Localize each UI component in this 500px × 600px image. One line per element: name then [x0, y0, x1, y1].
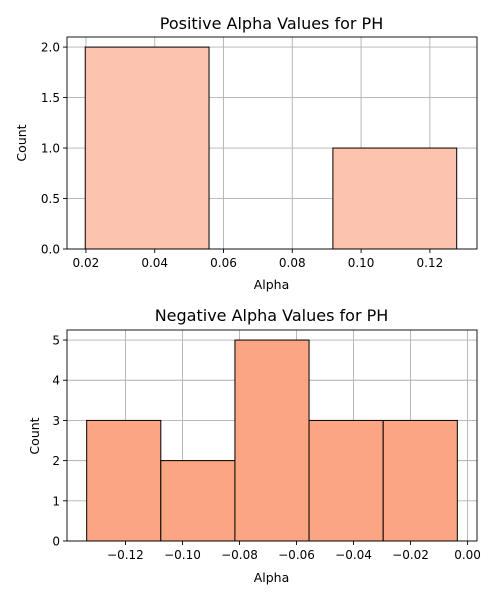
- plot-area-frame: [66, 36, 478, 250]
- x-tick-label: −0.12: [107, 548, 144, 562]
- histogram-bar: [234, 339, 310, 542]
- y-axis-label: Count: [27, 417, 42, 454]
- histogram-bar: [160, 460, 236, 542]
- y-tick-label: 1: [52, 494, 60, 508]
- positive-alpha-chart: Positive Alpha Values for PH 0.02 0.04 0.0…: [14, 14, 478, 292]
- x-tick-label: 0.12: [417, 256, 444, 270]
- histogram-bar: [308, 419, 384, 542]
- x-axis-label: Alpha: [254, 570, 290, 585]
- y-tick-label: 5: [52, 334, 60, 348]
- y-tick-label: 0: [52, 535, 60, 549]
- x-tick-label: −0.02: [392, 548, 429, 562]
- x-tick-label: −0.06: [278, 548, 315, 562]
- y-tick-label: 1.5: [41, 91, 60, 105]
- x-tick-label: 0.08: [279, 256, 306, 270]
- x-tick-label: 0.00: [454, 548, 481, 562]
- x-tick-label: 0.06: [210, 256, 237, 270]
- y-tick-label: 2: [52, 454, 60, 468]
- histogram-bar: [86, 419, 162, 542]
- histogram-bar: [382, 419, 458, 542]
- histogram-bar: [332, 147, 458, 250]
- y-tick-label: 3: [52, 414, 60, 428]
- x-tick-label: −0.08: [221, 548, 258, 562]
- plot-area-frame: [66, 329, 478, 542]
- y-tick-label: 1.0: [41, 142, 60, 156]
- x-tick-label: 0.04: [141, 256, 168, 270]
- chart-title: Positive Alpha Values for PH: [160, 14, 383, 33]
- chart-title: Negative Alpha Values for PH: [155, 306, 389, 325]
- y-tick-label: 0.0: [41, 243, 60, 257]
- x-axis-label: Alpha: [254, 277, 290, 292]
- x-tick-label: 0.02: [73, 256, 100, 270]
- x-tick-label: −0.10: [164, 548, 201, 562]
- y-tick-label: 2.0: [41, 41, 60, 55]
- negative-alpha-chart: Negative Alpha Values for PH −0.12 −0.10 −…: [27, 306, 481, 585]
- x-tick-label: −0.04: [335, 548, 372, 562]
- y-axis-label: Count: [14, 124, 29, 161]
- y-tick-label: 0.5: [41, 192, 60, 206]
- histogram-bar: [84, 46, 210, 250]
- y-tick-label: 4: [52, 374, 60, 388]
- x-tick-label: 0.10: [348, 256, 375, 270]
